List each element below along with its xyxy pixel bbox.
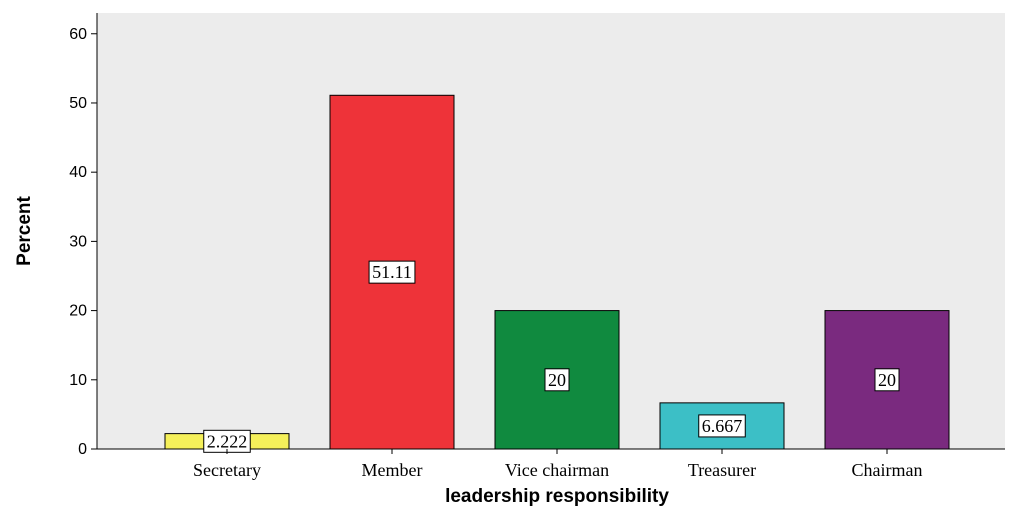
x-axis-tick-labels: Secretary Member Vice chairman Treasurer Cha… [193,449,922,480]
y-tick-label: 10 [69,372,87,389]
x-axis-title: leadership responsibility [445,486,669,506]
x-tick-label: Treasurer [688,460,756,480]
bars-group: 2.222 51.11 20 6.667 20 [164,94,950,453]
data-label-box [698,414,746,438]
x-tick-label: Chairman [852,460,923,480]
y-tick-label: 30 [69,233,87,250]
data-label-box [874,368,900,392]
data-label: 2.222 [207,431,248,451]
y-tick-label: 50 [69,95,87,112]
data-label: 20 [548,370,566,390]
data-label-box [368,260,416,284]
data-label: 51.11 [372,262,412,282]
data-label: 6.667 [702,416,743,436]
x-tick-label: Vice chairman [505,460,609,480]
data-label-box [544,368,570,392]
y-tick-label: 40 [69,164,87,181]
data-label: 20 [878,370,896,390]
y-axis-title: Percent [14,195,35,265]
y-axis-ticks: 0 10 20 30 40 50 60 [69,26,97,458]
x-tick-label: Member [362,460,423,480]
y-tick-label: 0 [78,441,87,458]
y-tick-label: 20 [69,303,87,320]
y-tick-label: 60 [69,26,87,43]
x-tick-label: Secretary [193,460,261,480]
